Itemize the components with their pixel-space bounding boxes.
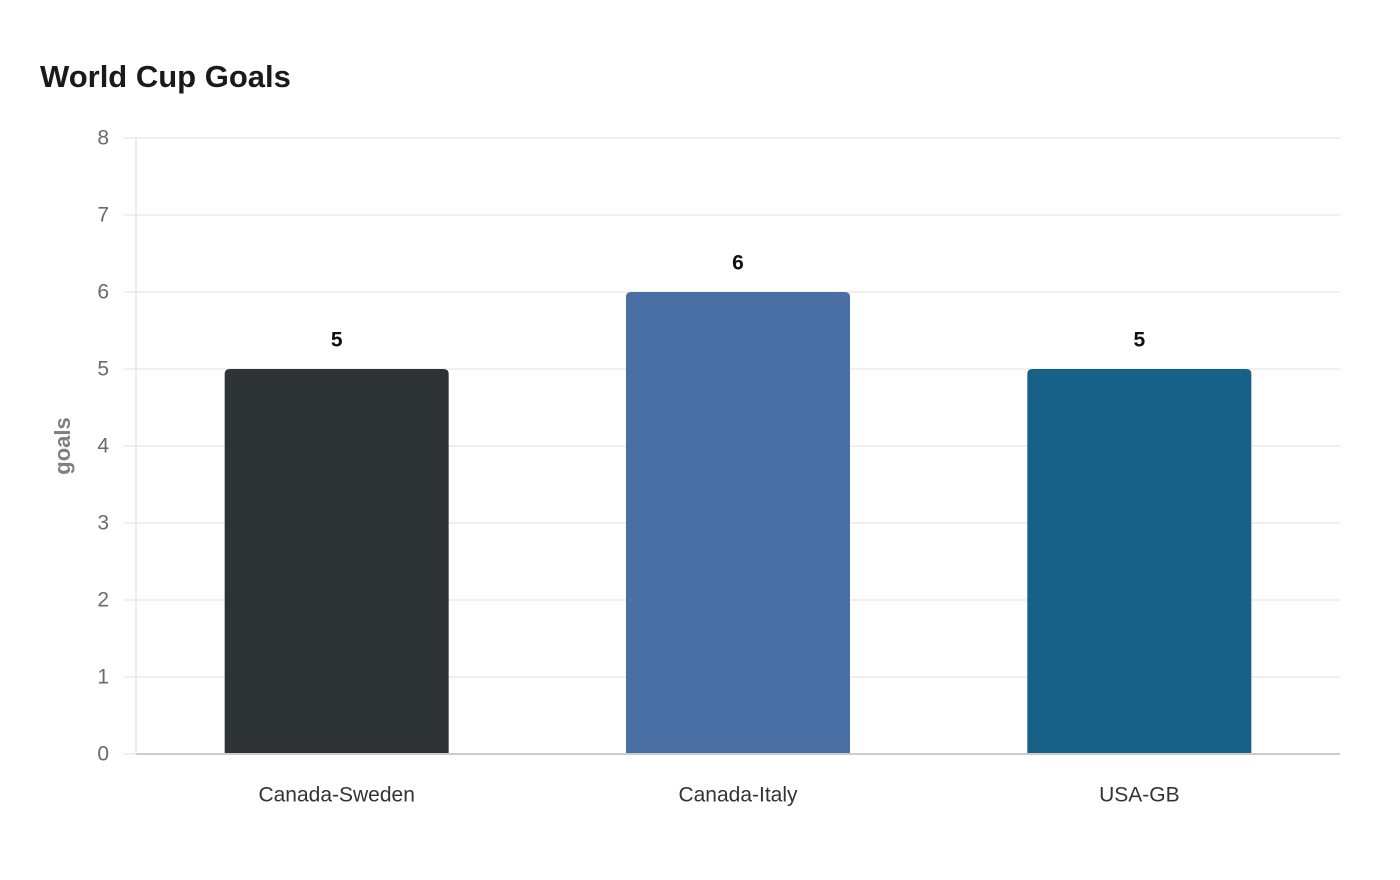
y-tick-label-6: 6: [97, 281, 109, 304]
x-tick-label-usa-gb: USA-GB: [1099, 784, 1180, 807]
data-label-canada-sweden: 5: [331, 329, 343, 352]
x-tick-label-canada-sweden: Canada-Sweden: [258, 784, 414, 807]
y-tick-label-4: 4: [97, 435, 109, 458]
labels: 0 1 2 3 4 5 6 7 8 5 Canada-Sweden 6 Canada-Italy 5 USA…: [97, 127, 1179, 807]
y-tick-label-8: 8: [97, 127, 109, 150]
y-tick-label-0: 0: [97, 743, 109, 766]
y-tick-label-7: 7: [97, 204, 109, 227]
bars: [224, 292, 1252, 754]
bar-canada-italy: [626, 292, 850, 754]
data-label-usa-gb: 5: [1133, 329, 1145, 352]
x-tick-label-canada-italy: Canada-Italy: [678, 784, 798, 807]
y-tick-label-5: 5: [97, 358, 109, 381]
bar-canada-sweden: [224, 369, 449, 754]
y-tick-label-2: 2: [97, 589, 109, 612]
bar-usa-gb: [1027, 369, 1252, 754]
y-tick-label-1: 1: [97, 666, 109, 689]
axes: [124, 137, 1340, 755]
y-tick-label-3: 3: [97, 512, 109, 535]
data-label-canada-italy: 6: [732, 252, 744, 275]
chart-title: World Cup Goals: [40, 59, 291, 94]
y-axis-title: goals: [50, 417, 75, 474]
